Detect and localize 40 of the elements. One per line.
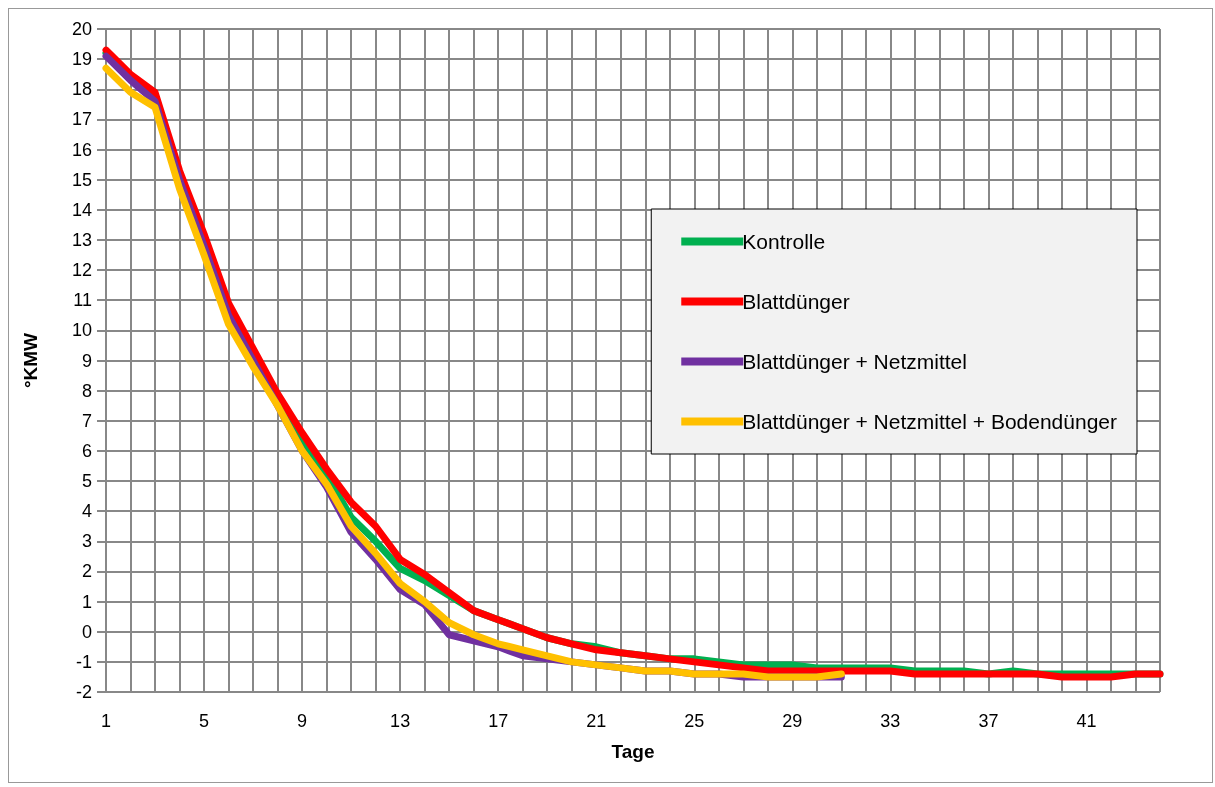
y-tick-label: 10 (71, 320, 92, 341)
x-axis-title: Tage (611, 741, 655, 762)
y-tick-label: 8 (81, 380, 92, 401)
y-tick-label: 5 (81, 471, 92, 492)
y-tick-label: 19 (71, 49, 92, 70)
y-tick-label: 14 (71, 199, 92, 220)
x-tick-label: 41 (1076, 711, 1097, 731)
y-tick-label: 6 (81, 440, 92, 461)
legend-label: Blattdünger + Netzmittel (742, 350, 967, 373)
x-tick-label: 21 (586, 711, 607, 731)
y-tick-label: 1 (81, 591, 92, 612)
x-tick-label: 5 (199, 711, 210, 731)
y-axis-title: °KMW (20, 332, 41, 389)
x-tick-label: 17 (488, 711, 509, 731)
y-tick-label: 2 (81, 561, 92, 582)
x-tick-label: 25 (684, 711, 705, 731)
x-tick-label: 9 (297, 711, 308, 731)
y-tick-label: 3 (81, 531, 92, 552)
x-tick-label: 13 (390, 711, 411, 731)
legend-label: Blattdünger + Netzmittel + Bodendünger (742, 410, 1118, 433)
y-tick-label: 15 (71, 169, 92, 190)
y-tick-label: 17 (71, 109, 92, 130)
y-tick-label: 0 (81, 621, 92, 642)
y-tick-label: 7 (81, 410, 92, 431)
legend-label: Blattdünger (742, 290, 850, 313)
y-tick-label: 11 (73, 290, 92, 311)
x-tick-label: 29 (782, 711, 803, 731)
y-tick-label: 4 (81, 501, 92, 522)
x-tick-label: 1 (100, 711, 112, 731)
x-tick-label: 37 (978, 711, 999, 731)
y-tick-label: 12 (71, 260, 92, 281)
y-tick-label: 9 (81, 350, 92, 371)
y-tick-label: 18 (71, 79, 92, 100)
y-tick-label: 20 (71, 19, 92, 39)
y-tick-label: -2 (75, 682, 92, 702)
x-tick-label: 33 (880, 711, 901, 731)
legend-label: Kontrolle (742, 230, 826, 253)
y-tick-label: -1 (75, 651, 92, 672)
y-tick-label: 13 (71, 229, 92, 250)
y-tick-label: 16 (71, 139, 92, 160)
